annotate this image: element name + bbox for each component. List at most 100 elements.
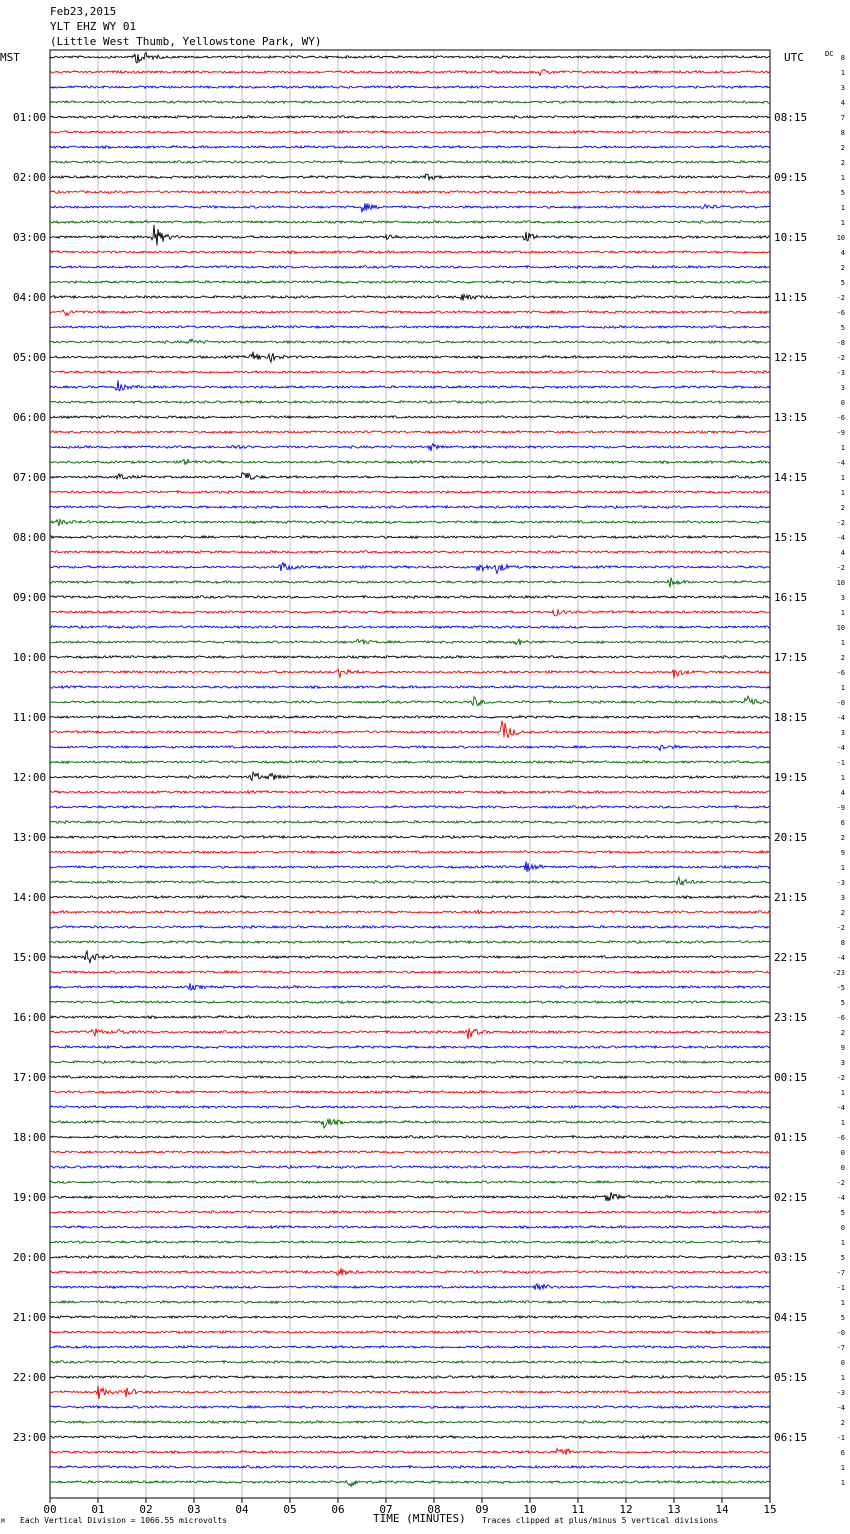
x-tick-label: 07 xyxy=(379,1503,392,1516)
seismic-trace xyxy=(49,264,771,270)
dc-offset-label: 1 xyxy=(841,1374,845,1382)
dc-offset-label: 1 xyxy=(841,1464,845,1472)
dc-offset-label: 1 xyxy=(841,609,845,617)
utc-hour-label: 00:15 xyxy=(774,1071,807,1084)
dc-offset-label: -6 xyxy=(837,1014,845,1022)
seismic-trace xyxy=(49,1089,771,1095)
seismic-trace xyxy=(49,1344,771,1350)
mst-hour-label: 12:00 xyxy=(13,771,46,784)
x-tick-label: 02 xyxy=(139,1503,152,1516)
dc-offset-label: 5 xyxy=(841,324,845,332)
utc-hour-label: 04:15 xyxy=(774,1311,807,1324)
seismic-trace xyxy=(49,224,771,246)
utc-hour-label: 22:15 xyxy=(774,951,807,964)
mst-hour-label: 11:00 xyxy=(13,711,46,724)
dc-offset-label: 6 xyxy=(841,1449,845,1457)
dc-offset-label: 1 xyxy=(841,489,845,497)
seismic-trace xyxy=(49,594,771,600)
dc-offset-label: -2 xyxy=(837,564,845,572)
dc-header-label: DC xyxy=(825,50,834,58)
x-tick-label: 15 xyxy=(763,1503,776,1516)
seismic-trace xyxy=(49,84,771,90)
mst-hour-label: 18:00 xyxy=(13,1131,46,1144)
dc-offset-label: 10 xyxy=(837,579,845,587)
seismic-trace xyxy=(49,1464,771,1470)
clipping-note: Traces clipped at plus/minus 5 vertical … xyxy=(482,1516,719,1525)
seismic-trace xyxy=(49,875,771,886)
dc-offset-label: 2 xyxy=(841,654,845,662)
seismic-trace xyxy=(49,1059,771,1065)
x-tick-label: 09 xyxy=(475,1503,488,1516)
utc-hour-label: 11:15 xyxy=(774,291,807,304)
dc-offset-label: -4 xyxy=(837,1194,845,1202)
seismic-trace xyxy=(49,1447,771,1455)
dc-offset-label: -2 xyxy=(837,924,845,932)
utc-hour-label: 03:15 xyxy=(774,1251,807,1264)
dc-offset-label: 3 xyxy=(841,594,845,602)
dc-offset-label: 6 xyxy=(841,819,845,827)
seismic-trace xyxy=(49,849,771,855)
dc-offset-label: 1 xyxy=(841,219,845,227)
dc-offset-label: -6 xyxy=(837,669,845,677)
mst-hour-label: 05:00 xyxy=(13,351,46,364)
seismic-trace xyxy=(49,714,771,720)
utc-hour-label: 05:15 xyxy=(774,1371,807,1384)
dc-offset-label: -1 xyxy=(837,1434,845,1442)
dc-offset-label: 2 xyxy=(841,834,845,842)
dc-offset-label: -23 xyxy=(832,969,845,977)
seismic-trace xyxy=(49,834,771,840)
mst-hour-label: 10:00 xyxy=(13,651,46,664)
dc-offset-label: 8 xyxy=(841,54,845,62)
seismic-trace xyxy=(49,744,771,753)
utc-hour-label: 21:15 xyxy=(774,891,807,904)
x-tick-label: 11 xyxy=(571,1503,584,1516)
mst-hour-label: 01:00 xyxy=(13,111,46,124)
dc-offset-label: 1 xyxy=(841,474,845,482)
seismic-trace xyxy=(49,720,771,739)
seismic-trace xyxy=(49,351,771,364)
dc-offset-label: -7 xyxy=(837,1344,845,1352)
seismic-trace xyxy=(49,99,771,105)
dc-offset-label: -4 xyxy=(837,1104,845,1112)
dc-offset-label: -4 xyxy=(837,744,845,752)
seismic-trace xyxy=(49,759,771,765)
seismic-trace xyxy=(49,442,771,452)
seismic-trace xyxy=(49,114,771,120)
seismic-trace xyxy=(49,1299,771,1305)
dc-offset-label: -0 xyxy=(837,699,845,707)
seismic-trace xyxy=(49,369,771,375)
mst-hour-label: 17:00 xyxy=(13,1071,46,1084)
seismic-trace xyxy=(49,770,771,782)
mst-hour-label: 06:00 xyxy=(13,411,46,424)
x-axis-title: TIME (MINUTES) xyxy=(373,1512,466,1525)
utc-hour-label: 15:15 xyxy=(774,531,807,544)
seismic-trace xyxy=(49,637,771,646)
mst-hour-label: 23:00 xyxy=(13,1431,46,1444)
dc-offset-label: 9 xyxy=(841,849,845,857)
seismic-trace xyxy=(49,144,771,150)
dc-offset-label: -2 xyxy=(837,519,845,527)
dc-offset-label: 1 xyxy=(841,864,845,872)
seismic-trace xyxy=(49,1192,771,1202)
seismic-trace xyxy=(49,1254,771,1260)
mst-hour-label: 02:00 xyxy=(13,171,46,184)
seismic-trace xyxy=(49,667,771,679)
x-tick-label: 14 xyxy=(715,1503,729,1516)
dc-offset-label: -6 xyxy=(837,309,845,317)
seismic-trace xyxy=(49,504,771,510)
utc-hour-label: 17:15 xyxy=(774,651,807,664)
dc-offset-label: 2 xyxy=(841,144,845,152)
seismic-trace xyxy=(49,949,771,964)
dc-offset-label: -4 xyxy=(837,459,845,467)
seismic-trace xyxy=(49,517,771,526)
dc-offset-label: 1 xyxy=(841,69,845,77)
seismic-trace xyxy=(49,414,771,420)
dc-offset-label: 5 xyxy=(841,1254,845,1262)
mst-hour-label: 15:00 xyxy=(13,951,46,964)
header-date: Feb23,2015 xyxy=(50,5,117,18)
dc-offset-label: -2 xyxy=(837,354,845,362)
dc-offset-label: -3 xyxy=(837,1389,845,1397)
dc-offset-label: 3 xyxy=(841,729,845,737)
seismic-trace xyxy=(49,908,771,915)
